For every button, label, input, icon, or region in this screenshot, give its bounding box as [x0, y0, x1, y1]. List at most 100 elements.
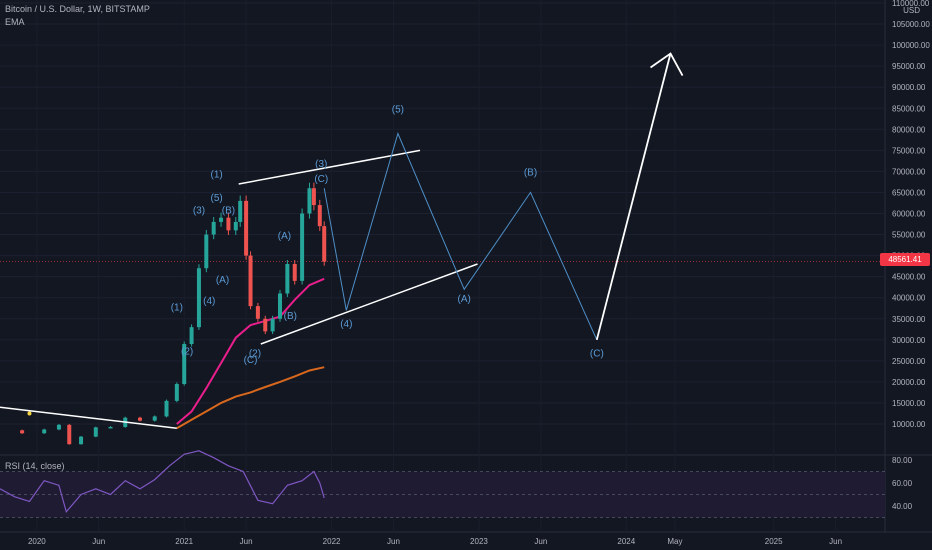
wave-label: (B) [524, 168, 537, 179]
rsi-pane [0, 450, 885, 518]
wave-label: (C) [590, 349, 604, 360]
wave-label: (B) [222, 206, 235, 217]
price-candle-body [248, 255, 253, 307]
x-tick-label: 2025 [765, 537, 783, 546]
price-candle-body [233, 221, 238, 231]
price-candle-body [93, 427, 98, 437]
price-candle-body [263, 318, 268, 332]
y-tick-label: 80000.00 [892, 125, 926, 134]
price-candle-body [196, 268, 201, 328]
ema-lines [176, 277, 325, 430]
wave-label: (A) [278, 231, 291, 242]
y-tick-label: 70000.00 [892, 167, 926, 176]
rsi-tick-label: 40.00 [892, 502, 913, 511]
wave-label: (3) [193, 206, 205, 217]
price-candle-body [182, 344, 187, 385]
wave-label: (C) [314, 174, 328, 185]
x-tick-label: 2021 [175, 537, 193, 546]
wave-label: (2) [249, 349, 261, 360]
price-candle-body [152, 416, 157, 421]
price-candle-body [285, 264, 290, 294]
price-candle-body [211, 221, 216, 235]
price-candle-body [300, 213, 305, 281]
wave-drawings [0, 52, 684, 429]
last-price-badge: 48561.41 [880, 253, 930, 266]
wave-label: (3) [315, 159, 327, 170]
x-tick-label: 2023 [470, 537, 488, 546]
breakout-arrow-line [595, 53, 672, 341]
price-candle-body [244, 200, 249, 256]
price-candle-body [270, 318, 275, 332]
x-tick-label: 2022 [323, 537, 341, 546]
breakout-arrow-head [650, 52, 684, 76]
x-tick-label: Jun [534, 537, 547, 546]
rsi-tick-label: 60.00 [892, 479, 913, 488]
old-downtrend-line [0, 406, 177, 429]
price-candle-body [204, 234, 209, 269]
price-candle-body [189, 327, 194, 345]
price-candle-body [79, 436, 84, 445]
wave-label: (5) [211, 193, 223, 204]
marker-dot [27, 411, 32, 416]
price-candle-body [322, 226, 327, 262]
price-candle-body [311, 188, 316, 206]
y-tick-label: 10000.00 [892, 420, 926, 429]
wave-label: (4) [203, 296, 215, 307]
wave-label: (B) [284, 311, 297, 322]
price-candle-body [278, 293, 282, 319]
y-tick-label: 60000.00 [892, 210, 926, 219]
wave-projection-path [323, 132, 598, 341]
price-candle-body [255, 306, 260, 319]
y-tick-label: 35000.00 [892, 315, 926, 324]
x-tick-label: 2020 [28, 537, 46, 546]
x-tick-label: Jun [387, 537, 400, 546]
ema-indicator-label[interactable]: EMA [5, 17, 25, 27]
wave-label: (C) [244, 355, 258, 366]
rsi-title[interactable]: RSI (14, close) [5, 461, 65, 471]
price-candle-body [219, 217, 224, 222]
price-candle-body [307, 188, 312, 214]
ema-long-line [176, 366, 325, 430]
price-candle-body [317, 205, 322, 227]
y-tick-label: 95000.00 [892, 62, 926, 71]
y-tick-label: 15000.00 [892, 399, 926, 408]
rsi-line [0, 450, 325, 514]
rsi-band-background [0, 471, 885, 518]
rsi-tick-label: 80.00 [892, 456, 913, 465]
y-tick-label: 55000.00 [892, 231, 926, 240]
wave-label: (4) [340, 319, 352, 330]
y-tick-label: 30000.00 [892, 336, 926, 345]
wave-label: (A) [458, 294, 471, 305]
wave-label: (2) [181, 347, 193, 358]
symbol-title[interactable]: Bitcoin / U.S. Dollar, 1W, BITSTAMP [5, 4, 150, 14]
ema-short-line [176, 277, 325, 425]
price-candle-body [174, 384, 179, 401]
price-candle-body [67, 424, 72, 445]
wave-label: (5) [392, 104, 404, 115]
x-tick-label: Jun [92, 537, 105, 546]
y-tick-label: 25000.00 [892, 357, 926, 366]
wave-label: (A) [216, 275, 229, 286]
y-tick-label: 100000.00 [892, 41, 930, 50]
y-tick-label: 110000.00 [892, 0, 930, 8]
lower-trendline [260, 263, 478, 345]
price-candle-body [42, 429, 47, 434]
price-candle-body [164, 400, 169, 417]
price-candle-body [238, 200, 243, 222]
x-tick-label: May [667, 537, 682, 546]
y-tick-label: 75000.00 [892, 146, 926, 155]
x-tick-label: Jun [240, 537, 253, 546]
upper-trendline [238, 149, 421, 185]
chart-legend: Bitcoin / U.S. Dollar, 1W, BITSTAMP EMA [5, 3, 150, 29]
price-candle-body [20, 430, 25, 434]
x-tick-label: Jun [829, 537, 842, 546]
wave-label: (1) [211, 170, 223, 181]
price-candle-body [108, 426, 113, 429]
y-tick-label: 105000.00 [892, 20, 930, 29]
price-series [20, 182, 327, 445]
currency-label: USD [903, 6, 920, 15]
y-tick-label: 90000.00 [892, 83, 926, 92]
y-tick-label: 20000.00 [892, 378, 926, 387]
